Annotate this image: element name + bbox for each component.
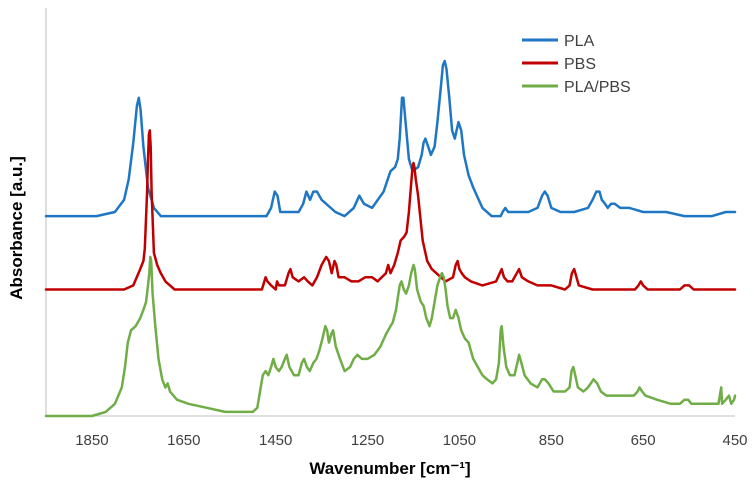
y-axis-title: Absorbance [a.u.] bbox=[7, 156, 26, 300]
x-tick-label: 1850 bbox=[75, 432, 108, 449]
x-tick-label: 1250 bbox=[351, 432, 384, 449]
legend-item-pla-pbs: PLA/PBS bbox=[522, 79, 631, 96]
legend-label-pla: PLA bbox=[564, 33, 595, 50]
series-line-pla bbox=[44, 59, 737, 218]
legend-item-pbs: PBS bbox=[522, 56, 596, 73]
series-line-pla-pbs bbox=[44, 255, 737, 418]
x-tick-labels: 1850 1650 1450 1250 1050 850 650 450 bbox=[75, 432, 747, 449]
x-tick-label: 450 bbox=[722, 432, 747, 449]
x-tick-label: 650 bbox=[631, 432, 656, 449]
x-tick-label: 1050 bbox=[443, 432, 476, 449]
legend-item-pla: PLA bbox=[522, 33, 595, 50]
series-line-pbs bbox=[44, 129, 737, 291]
x-tick-label: 1450 bbox=[259, 432, 292, 449]
legend: PLA PBS PLA/PBS bbox=[522, 33, 631, 96]
x-axis-title: Wavenumber [cm⁻¹] bbox=[309, 459, 470, 478]
plot-area: 1850 1650 1450 1250 1050 850 650 450 bbox=[44, 8, 748, 449]
x-tick-label: 1650 bbox=[167, 432, 200, 449]
legend-label-pla-pbs: PLA/PBS bbox=[564, 79, 631, 96]
series-lines bbox=[44, 59, 737, 418]
legend-label-pbs: PBS bbox=[564, 56, 596, 73]
x-tick-label: 850 bbox=[539, 432, 564, 449]
